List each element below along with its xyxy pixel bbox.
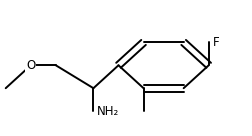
Text: F: F: [212, 36, 219, 49]
Text: NH₂: NH₂: [97, 105, 119, 118]
Text: O: O: [26, 59, 35, 72]
